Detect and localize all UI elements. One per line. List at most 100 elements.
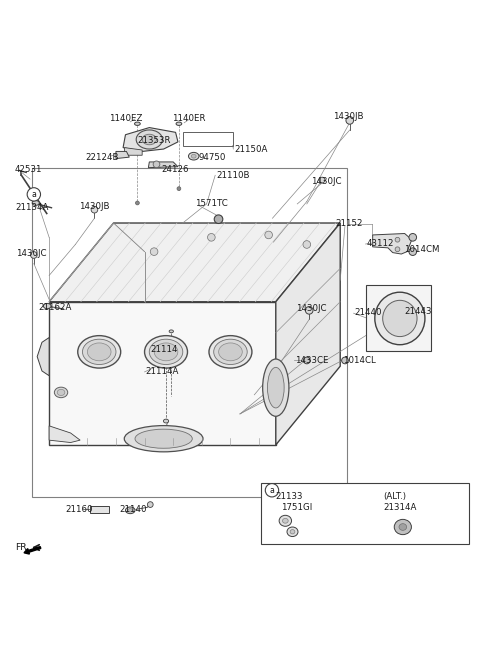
Text: 21152: 21152 [336,220,363,228]
Ellipse shape [43,304,51,309]
Text: 1014CM: 1014CM [404,245,439,254]
Circle shape [147,502,153,508]
Text: 1140ER: 1140ER [172,113,206,123]
Text: 1433CE: 1433CE [295,356,328,365]
Ellipse shape [279,516,291,526]
Text: 21150A: 21150A [234,144,268,154]
Circle shape [31,252,37,258]
Circle shape [207,234,215,241]
Ellipse shape [169,330,173,333]
Ellipse shape [263,359,289,417]
Polygon shape [49,426,80,443]
Ellipse shape [267,367,284,408]
Text: 21443: 21443 [405,307,432,316]
Text: 21314A: 21314A [384,503,417,512]
Text: 1571TC: 1571TC [195,199,228,209]
Circle shape [319,177,325,183]
Polygon shape [49,302,276,445]
Ellipse shape [163,419,168,423]
Ellipse shape [57,389,65,396]
Polygon shape [123,127,178,152]
Circle shape [153,161,160,168]
Text: a: a [270,485,275,495]
Text: 1430JB: 1430JB [333,112,363,121]
Ellipse shape [135,429,192,448]
Polygon shape [124,148,142,155]
Circle shape [27,188,40,201]
Ellipse shape [54,387,68,398]
Circle shape [409,248,417,255]
Text: 22124B: 22124B [85,153,119,161]
Text: 24126: 24126 [161,165,189,174]
Text: 1751GI: 1751GI [281,503,312,512]
Text: 94750: 94750 [199,153,226,161]
Polygon shape [37,338,49,376]
Circle shape [395,247,400,252]
Ellipse shape [83,339,116,365]
Circle shape [305,306,313,314]
Text: 21440: 21440 [355,308,382,317]
Text: 21134A: 21134A [16,203,49,212]
Text: FR.: FR. [15,543,29,552]
Ellipse shape [282,518,288,523]
Ellipse shape [399,523,407,530]
Circle shape [177,187,181,190]
Text: a: a [31,190,36,199]
Circle shape [342,357,348,364]
Ellipse shape [164,349,168,352]
Text: 1140EZ: 1140EZ [109,113,142,123]
Text: 1014CL: 1014CL [343,356,375,365]
Circle shape [135,201,139,205]
Ellipse shape [124,426,203,452]
Ellipse shape [136,130,162,149]
Ellipse shape [189,152,199,160]
Text: 21133: 21133 [276,493,303,501]
Circle shape [265,231,273,239]
Text: 21162A: 21162A [38,303,72,312]
Ellipse shape [125,507,135,514]
Polygon shape [49,223,340,302]
Ellipse shape [134,122,140,125]
Text: 21140: 21140 [120,505,147,514]
Text: 1430JB: 1430JB [79,202,109,211]
Circle shape [346,117,354,124]
Ellipse shape [78,336,120,368]
Ellipse shape [154,343,178,361]
Ellipse shape [176,122,182,125]
Bar [183,133,233,146]
Ellipse shape [32,201,39,205]
Ellipse shape [287,527,298,537]
Text: (ALT.): (ALT.) [384,493,407,501]
Text: 1430JC: 1430JC [16,249,46,258]
Polygon shape [148,162,178,168]
Polygon shape [372,234,412,254]
Ellipse shape [290,529,295,534]
Text: 1430JC: 1430JC [296,304,327,314]
Circle shape [303,357,310,364]
Ellipse shape [375,292,425,344]
Text: 21353R: 21353R [137,136,171,145]
Circle shape [303,241,311,249]
Text: 42531: 42531 [15,165,42,174]
Circle shape [409,234,417,241]
Ellipse shape [219,343,242,361]
Ellipse shape [209,336,252,368]
Polygon shape [116,152,129,159]
Ellipse shape [142,134,156,145]
Ellipse shape [192,154,196,158]
Circle shape [395,237,400,242]
Ellipse shape [383,300,417,337]
Text: 21110B: 21110B [216,171,250,180]
Text: 21114: 21114 [150,345,178,354]
Bar [90,506,109,513]
Circle shape [150,248,158,255]
FancyArrow shape [24,546,41,554]
Ellipse shape [214,339,247,365]
Ellipse shape [149,339,183,365]
Circle shape [91,206,98,213]
Text: 21114A: 21114A [145,367,179,377]
Ellipse shape [87,343,111,361]
Ellipse shape [394,520,411,535]
Bar [262,483,469,544]
Bar [33,168,348,497]
